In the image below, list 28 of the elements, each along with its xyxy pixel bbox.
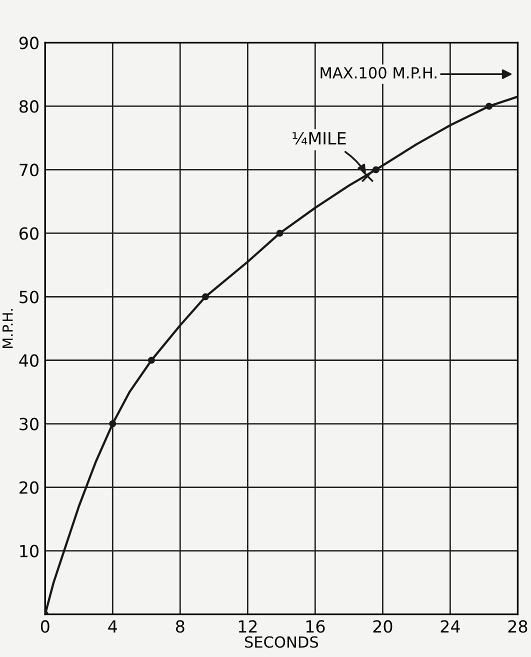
y-tick-label: 60: [20, 227, 38, 240]
x-tick-label: 12: [238, 620, 257, 633]
y-axis-title: M.P.H.: [2, 309, 13, 348]
x-tick-label: 4: [108, 620, 118, 633]
point: [148, 356, 155, 364]
y-tick-label: 50: [20, 290, 38, 304]
y-tick-label: 40: [19, 354, 38, 367]
y-tick-label: 80: [20, 100, 38, 113]
annotation: MAX.100 M.P.H.: [320, 67, 436, 79]
point: [486, 102, 493, 110]
x-tick-label: 16: [306, 620, 325, 633]
y-tick-label: 90: [19, 36, 38, 50]
x-tick-label: 20: [373, 620, 392, 633]
y-tick-label: 20: [20, 481, 38, 494]
x-tick-label: 8: [176, 620, 184, 633]
point: [276, 230, 284, 237]
x-axis-title: SECONDS: [244, 636, 318, 648]
annotation: ¼MILE: [292, 132, 346, 145]
y-tick-label: 10: [20, 544, 38, 558]
y-tick-label: 30: [20, 418, 38, 430]
x-tick-label: 24: [440, 620, 460, 633]
x-tick-label: 28: [508, 620, 528, 633]
point: [361, 170, 374, 182]
x-tick-label: 0: [40, 620, 50, 633]
point: [202, 293, 209, 300]
y-tick-label: 70: [20, 164, 38, 176]
point: [372, 166, 380, 174]
point: [109, 420, 116, 428]
